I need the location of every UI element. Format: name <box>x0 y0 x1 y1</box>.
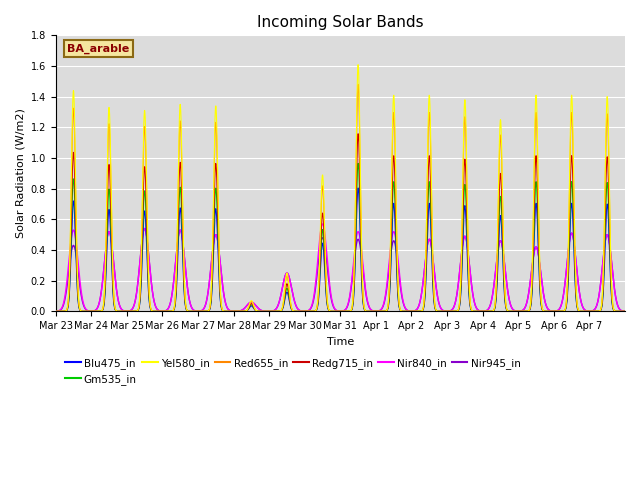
Legend: Blu475_in, Gm535_in, Yel580_in, Red655_in, Redg715_in, Nir840_in, Nir945_in: Blu475_in, Gm535_in, Yel580_in, Red655_i… <box>61 354 525 389</box>
Y-axis label: Solar Radiation (W/m2): Solar Radiation (W/m2) <box>15 108 25 238</box>
Title: Incoming Solar Bands: Incoming Solar Bands <box>257 15 424 30</box>
X-axis label: Time: Time <box>326 336 354 347</box>
Text: BA_arable: BA_arable <box>67 44 129 54</box>
